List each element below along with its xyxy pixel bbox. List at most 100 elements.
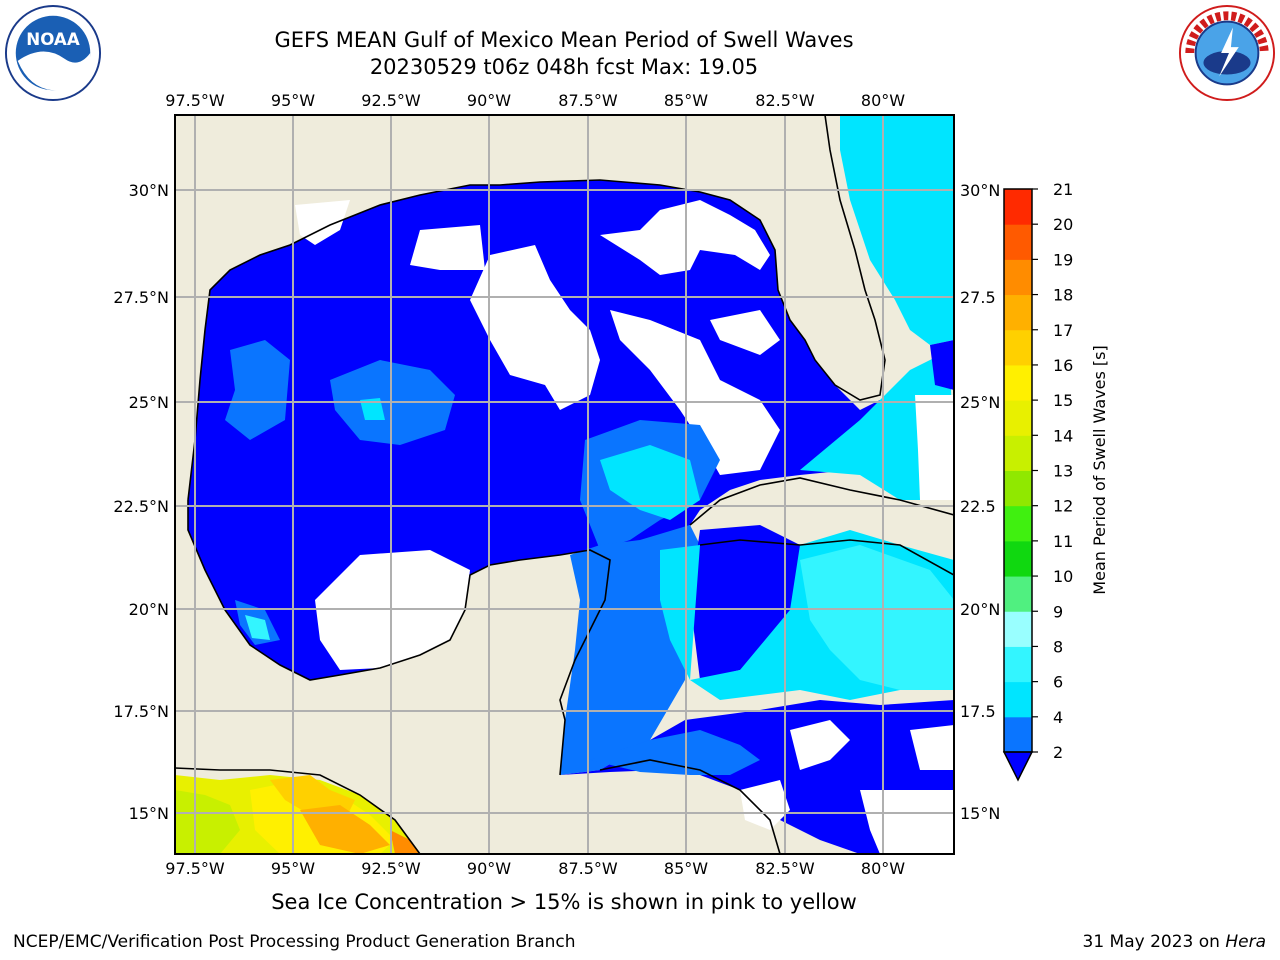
- lon-tick-bottom: 90°W: [467, 859, 511, 878]
- footer-credit: NCEP/EMC/Verification Post Processing Pr…: [13, 932, 576, 952]
- gulf-mask-center: [470, 245, 600, 410]
- lon-tick-bottom: 80°W: [861, 859, 905, 878]
- lat-tick-right: 25°N: [960, 393, 1000, 412]
- colorbar-segment: [1004, 400, 1032, 436]
- lat-tick-left: 15°N: [129, 804, 169, 823]
- lon-tick-top: 85°W: [664, 91, 708, 110]
- colorbar-tick-label: 19: [1053, 250, 1073, 269]
- colorbar-tick-label: 11: [1053, 532, 1073, 551]
- colorbar-segment: [1004, 716, 1032, 753]
- colorbar-tick-label: 9: [1053, 602, 1063, 621]
- map-grid: [175, 115, 954, 854]
- lat-tick-right: 27.5: [960, 288, 996, 307]
- pacific-red: [390, 830, 420, 854]
- caribbean-palecyan: [800, 545, 954, 690]
- lat-tick-left: 17.5°N: [113, 702, 169, 721]
- straits-cyan: [800, 350, 954, 500]
- lat-tick-right: 17.5: [960, 702, 996, 721]
- bahamas-blue: [930, 340, 954, 390]
- pacific-green: [175, 790, 240, 854]
- coastline-cuba-south: [699, 539, 954, 576]
- colorbar-segment: [1004, 576, 1032, 612]
- colorbar-segment: [1004, 646, 1032, 683]
- lon-tick-top: 92.5°W: [361, 91, 421, 110]
- lat-tick-left: 30°N: [129, 181, 169, 200]
- bahamas-white: [915, 395, 954, 500]
- gulf-patch-west: [225, 340, 290, 440]
- lat-tick-right: 15°N: [960, 804, 1000, 823]
- colorbar-segment: [1004, 259, 1032, 296]
- colorbar-segment: [1004, 681, 1032, 718]
- coastline-central-america: [175, 767, 421, 854]
- colorbar-segment: [1004, 364, 1032, 401]
- lon-tick-top: 87.5°W: [558, 91, 618, 110]
- colorbar-segment: [1004, 224, 1032, 260]
- footer-date-text: 31 May 2023 on: [1082, 932, 1226, 952]
- ice-note: Sea Ice Concentration > 15% is shown in …: [271, 890, 857, 914]
- lat-tick-right: 30°N: [960, 181, 1000, 200]
- gulf-mask-e2: [710, 310, 780, 355]
- chart-title-line1: GEFS MEAN Gulf of Mexico Mean Period of …: [274, 28, 854, 52]
- colorbar-tick-label: 10: [1053, 567, 1073, 586]
- colorbar-tick-label: 8: [1053, 637, 1063, 656]
- atlantic-cyan: [840, 115, 954, 345]
- caribbean-white3: [740, 780, 790, 830]
- colorbar-segment: [1004, 189, 1032, 225]
- coastline-honduras: [599, 759, 781, 854]
- gulf-mask-east: [610, 310, 780, 475]
- lon-tick-bottom: 82.5°W: [755, 859, 815, 878]
- colorbar-tick-label: 17: [1053, 321, 1073, 340]
- noaa-logo: NOAA: [4, 4, 102, 102]
- lon-tick-top: 82.5°W: [755, 91, 815, 110]
- map-frame: [174, 114, 955, 855]
- lat-tick-left: 25°N: [129, 393, 169, 412]
- colorbar-tick-label: 16: [1053, 356, 1073, 375]
- colorbar-tick-label: 18: [1053, 286, 1073, 305]
- lat-tick-left: 20°N: [129, 600, 169, 619]
- colorbar-segment: [1004, 435, 1032, 471]
- colorbar-tick-label: 14: [1053, 426, 1073, 445]
- colorbar-segment: [1004, 611, 1032, 647]
- colorbar-segment: [1004, 329, 1032, 366]
- colorbar-tick-label: 15: [1053, 391, 1073, 410]
- colorbar-tick-label: 13: [1053, 462, 1073, 481]
- gulf-mask-nw: [410, 225, 485, 270]
- coastline-gulf: [187, 115, 886, 501]
- lon-tick-bottom: 97.5°W: [165, 859, 225, 878]
- lat-tick-right: 22.5: [960, 497, 996, 516]
- gulf-cyan-spot: [360, 398, 385, 420]
- lon-tick-bottom: 92.5°W: [361, 859, 421, 878]
- colorbar-tick-label: 6: [1053, 673, 1063, 692]
- lat-tick-right: 20°N: [960, 600, 1000, 619]
- colorbar-segment: [1004, 294, 1032, 331]
- nws-logo: [1178, 4, 1276, 102]
- caribbean-white4: [910, 725, 954, 770]
- noaa-logo-text: NOAA: [26, 30, 80, 49]
- coastline-cuba: [689, 477, 954, 526]
- footer-machine: Hera: [1225, 932, 1266, 952]
- lat-tick-left: 27.5°N: [113, 288, 169, 307]
- colorbar: [1004, 189, 1032, 753]
- colorbar-tick-label: 4: [1053, 708, 1063, 727]
- lon-tick-top: 97.5°W: [165, 91, 225, 110]
- lat-tick-left: 22.5°N: [113, 497, 169, 516]
- colorbar-tick-label: 2: [1053, 743, 1063, 762]
- caribbean-white2: [790, 720, 850, 770]
- lon-tick-top: 80°W: [861, 91, 905, 110]
- footer-date: 31 May 2023 on Hera: [1083, 932, 1267, 952]
- lon-tick-bottom: 95°W: [271, 859, 315, 878]
- pacific-orange2: [300, 805, 390, 854]
- lon-tick-top: 90°W: [467, 91, 511, 110]
- colorbar-tick-label: 21: [1053, 180, 1073, 199]
- gulf-mask-north: [295, 200, 350, 245]
- gulf-cyan-sw: [245, 615, 270, 640]
- colorbar-tick-label: 20: [1053, 215, 1073, 234]
- lon-tick-bottom: 85°W: [664, 859, 708, 878]
- colorbar-ticks: 2 4 6 8 9 10 11 12 13 14 15 16 17 18 19 20 21: [1032, 180, 1073, 762]
- channel-cyan: [600, 445, 700, 520]
- colorbar-tick-label: 12: [1053, 497, 1073, 516]
- colorbar-segment: [1004, 505, 1032, 542]
- chart-title-line2: 20230529 t06z 048h fcst Max: 19.05: [369, 55, 759, 79]
- colorbar-extend-triangle: [1002, 751, 1034, 782]
